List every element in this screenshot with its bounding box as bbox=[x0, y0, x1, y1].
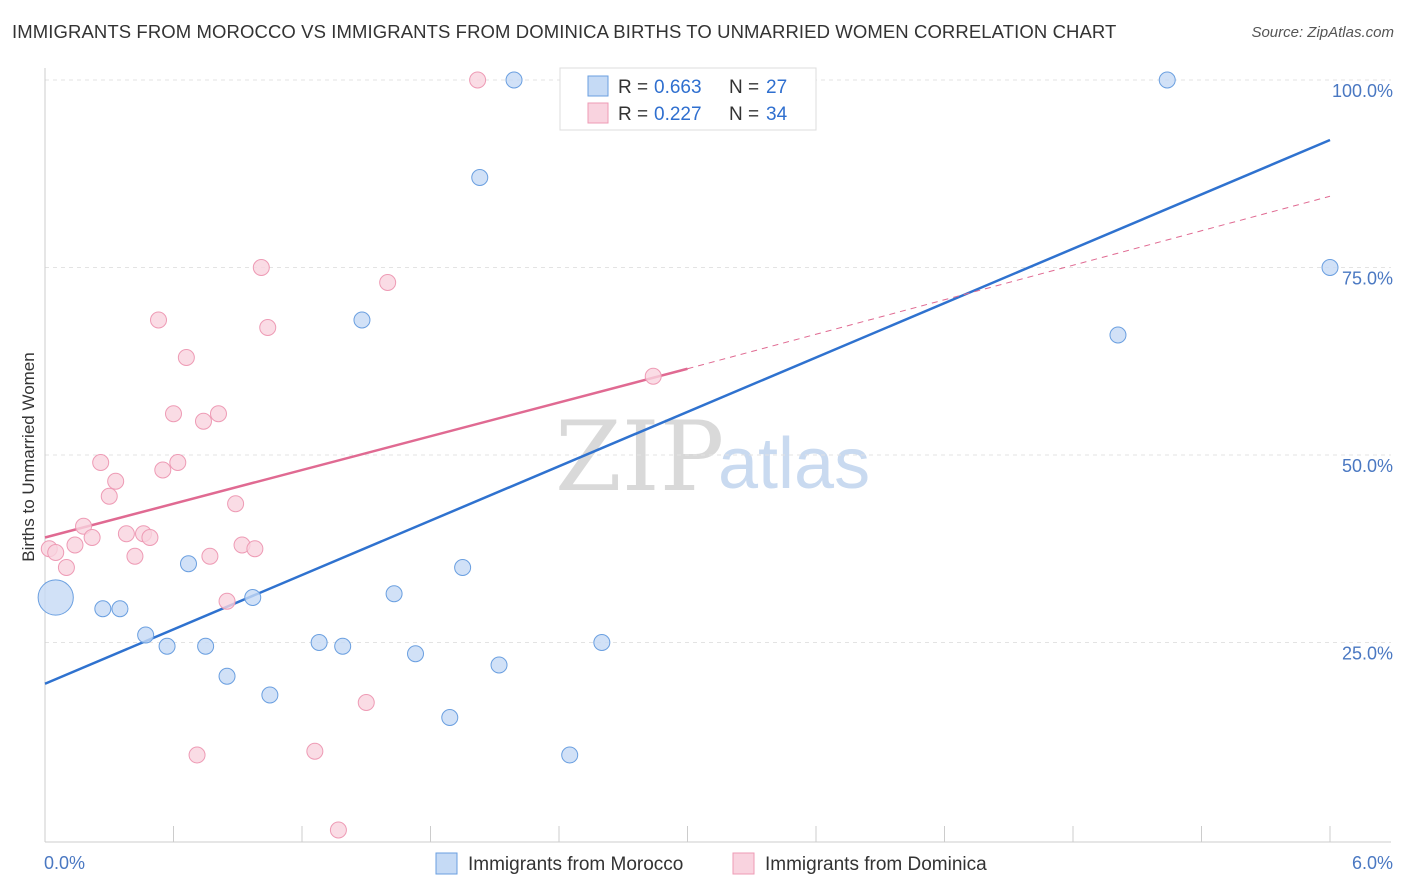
point-morocco bbox=[561, 746, 579, 764]
point-dominica bbox=[165, 405, 182, 423]
point-dominica bbox=[66, 536, 84, 554]
trend-lines bbox=[44, 138, 1331, 685]
point-morocco bbox=[310, 634, 328, 651]
trend-line-dominica-extension bbox=[687, 195, 1331, 370]
point-dominica bbox=[246, 540, 264, 558]
stats-legend: R = 0.663 N = 27 R = 0.227 N = 34 bbox=[559, 67, 817, 131]
trend-line-dominica bbox=[44, 367, 688, 539]
point-morocco bbox=[261, 686, 279, 704]
point-morocco bbox=[218, 667, 236, 685]
watermark: ZIP atlas bbox=[555, 401, 870, 513]
x-tick-label-min: 0.0% bbox=[44, 853, 85, 873]
point-morocco bbox=[111, 600, 129, 618]
y-axis-title: Births to Unmarried Women bbox=[19, 352, 38, 561]
point-morocco bbox=[179, 555, 197, 573]
point-dominica bbox=[117, 525, 135, 543]
series-legend-label-dominica: Immigrants from Dominica bbox=[765, 854, 987, 875]
legend-n-value-dominica: 34 bbox=[766, 104, 788, 125]
point-morocco bbox=[407, 645, 425, 663]
point-dominica bbox=[469, 71, 487, 89]
point-morocco bbox=[137, 626, 155, 644]
watermark-atlas: atlas bbox=[718, 424, 870, 504]
point-morocco bbox=[454, 559, 472, 576]
point-morocco bbox=[158, 637, 176, 655]
legend-r-label-morocco: R = bbox=[618, 77, 648, 98]
legend-swatch-dominica bbox=[587, 102, 609, 124]
legend-n-label-dominica: N = bbox=[729, 104, 759, 125]
legend-n-label-morocco: N = bbox=[729, 77, 759, 98]
point-morocco bbox=[244, 589, 262, 606]
point-dominica bbox=[57, 559, 75, 576]
point-dominica bbox=[100, 487, 118, 505]
series-legend: Immigrants from Morocco Immigrants from … bbox=[435, 852, 987, 875]
point-morocco bbox=[593, 634, 611, 651]
point-morocco bbox=[94, 600, 112, 618]
legend-r-value-morocco: 0.663 bbox=[654, 77, 702, 98]
point-dominica bbox=[201, 547, 219, 565]
y-tick-labels: 25.0% 50.0% 75.0% 100.0% bbox=[1332, 81, 1393, 664]
series-legend-swatch-morocco bbox=[435, 852, 458, 875]
point-dominica bbox=[177, 349, 195, 366]
point-morocco bbox=[490, 656, 508, 674]
point-morocco bbox=[1321, 259, 1339, 276]
legend-r-label-dominica: R = bbox=[618, 104, 648, 125]
point-dominica bbox=[107, 472, 125, 490]
point-dominica bbox=[92, 454, 110, 471]
y-tick-label: 100.0% bbox=[1332, 81, 1393, 101]
point-dominica bbox=[47, 544, 65, 561]
point-dominica bbox=[150, 311, 168, 329]
point-morocco bbox=[385, 585, 403, 603]
point-morocco bbox=[1109, 326, 1127, 344]
point-dominica bbox=[252, 259, 270, 276]
axes bbox=[44, 68, 1391, 843]
y-tick-label: 75.0% bbox=[1342, 269, 1393, 289]
x-tick-label-max: 6.0% bbox=[1352, 853, 1393, 873]
data-points bbox=[37, 71, 1339, 839]
y-tick-label: 25.0% bbox=[1342, 644, 1393, 664]
point-dominica bbox=[141, 529, 159, 546]
trend-line-morocco bbox=[44, 138, 1331, 685]
point-morocco bbox=[353, 311, 371, 329]
point-dominica bbox=[357, 694, 375, 711]
point-dominica bbox=[154, 461, 172, 479]
y-tick-label: 50.0% bbox=[1342, 456, 1393, 476]
point-morocco bbox=[334, 637, 352, 655]
point-morocco bbox=[505, 71, 523, 89]
point-dominica bbox=[209, 405, 227, 423]
point-dominica bbox=[218, 592, 236, 610]
point-morocco bbox=[37, 579, 74, 616]
point-dominica bbox=[379, 274, 397, 291]
point-dominica bbox=[329, 821, 347, 839]
point-dominica bbox=[194, 412, 212, 430]
point-dominica bbox=[188, 746, 206, 764]
legend-n-value-morocco: 27 bbox=[766, 77, 787, 98]
series-legend-label-morocco: Immigrants from Morocco bbox=[468, 854, 683, 875]
point-morocco bbox=[197, 637, 215, 655]
legend-r-value-dominica: 0.227 bbox=[654, 104, 702, 125]
point-dominica bbox=[306, 742, 324, 760]
legend-swatch-morocco bbox=[587, 75, 609, 97]
point-morocco bbox=[1158, 71, 1176, 89]
point-dominica bbox=[227, 495, 245, 513]
point-dominica bbox=[75, 517, 93, 535]
point-dominica bbox=[644, 367, 662, 385]
point-morocco bbox=[441, 709, 459, 726]
chart-title: IMMIGRANTS FROM MOROCCO VS IMMIGRANTS FR… bbox=[12, 21, 1117, 42]
chart-source: Source: ZipAtlas.com bbox=[1251, 24, 1394, 41]
point-morocco bbox=[471, 169, 489, 186]
series-legend-swatch-dominica bbox=[732, 852, 755, 875]
point-dominica bbox=[169, 454, 187, 471]
point-dominica bbox=[259, 319, 277, 336]
x-ticks bbox=[173, 826, 1331, 842]
point-dominica bbox=[126, 547, 144, 565]
gridlines bbox=[45, 79, 1391, 643]
point-dominica bbox=[83, 529, 101, 546]
